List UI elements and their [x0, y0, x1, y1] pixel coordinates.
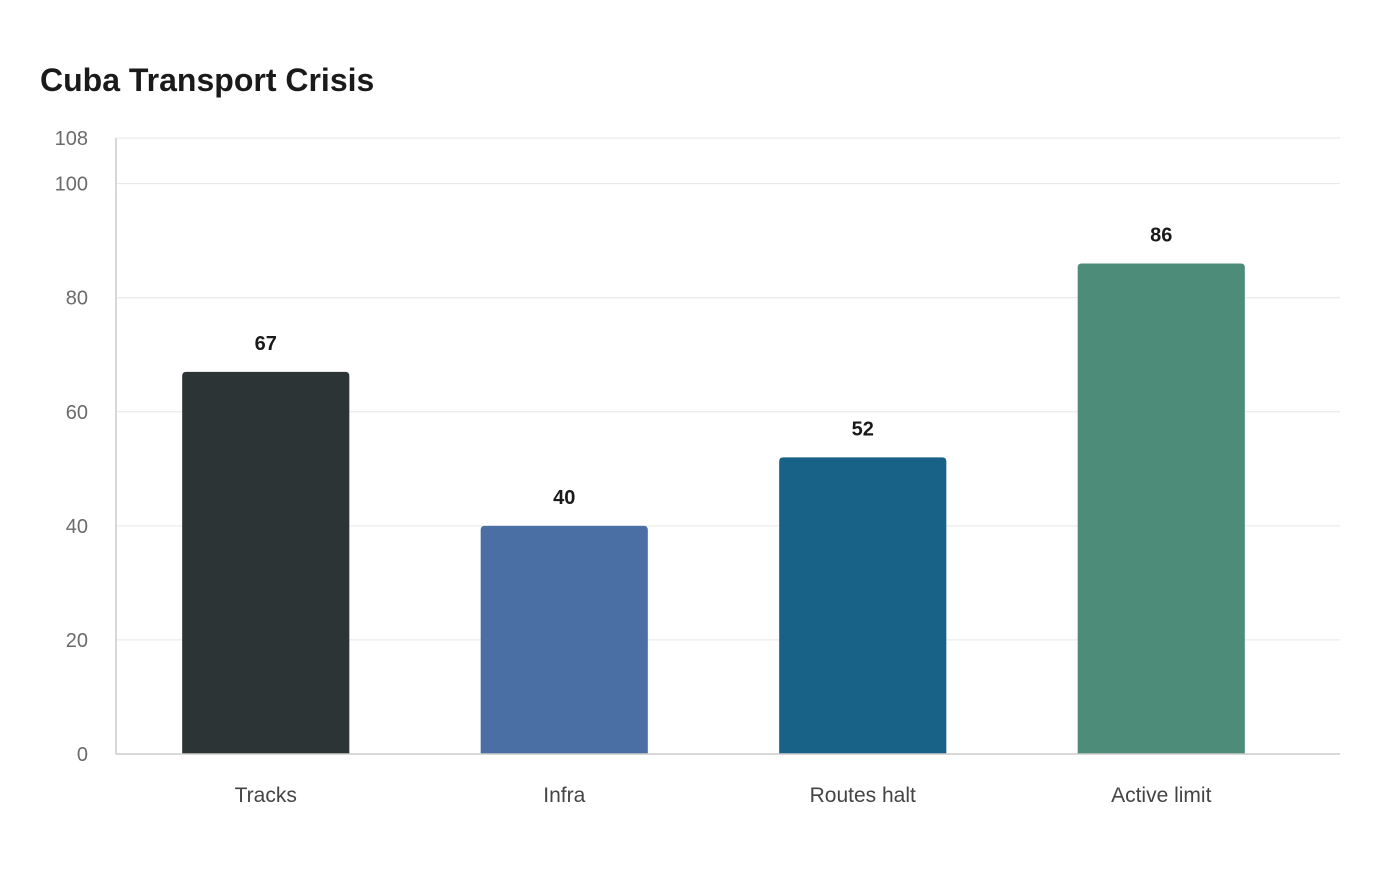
x-tick-label: Tracks [235, 784, 297, 807]
labels: 0 20 40 60 80 100 108 67 Tracks 40 Infra 52 Routes h… [55, 128, 1212, 807]
bar [480, 525, 648, 754]
y-tick-label: 108 [55, 128, 88, 150]
bar [182, 371, 350, 754]
bars [182, 263, 1245, 754]
bar-value-label: 52 [852, 418, 874, 440]
y-tick-label: 40 [66, 516, 88, 538]
x-tick-label: Routes halt [810, 784, 916, 807]
bar [1077, 263, 1245, 754]
y-tick-label: 20 [66, 630, 88, 652]
bar-value-label: 67 [255, 333, 277, 355]
y-tick-label: 100 [55, 174, 88, 196]
bar [779, 457, 947, 754]
y-tick-label: 0 [77, 744, 88, 766]
y-tick-label: 60 [66, 402, 88, 424]
bar-value-label: 40 [553, 487, 575, 509]
x-tick-label: Infra [543, 784, 585, 807]
bar-value-label: 86 [1150, 224, 1172, 246]
x-tick-label: Active limit [1111, 784, 1212, 807]
chart-title: Cuba Transport Crisis [40, 62, 375, 98]
y-tick-label: 80 [66, 288, 88, 310]
axes [115, 138, 1340, 755]
